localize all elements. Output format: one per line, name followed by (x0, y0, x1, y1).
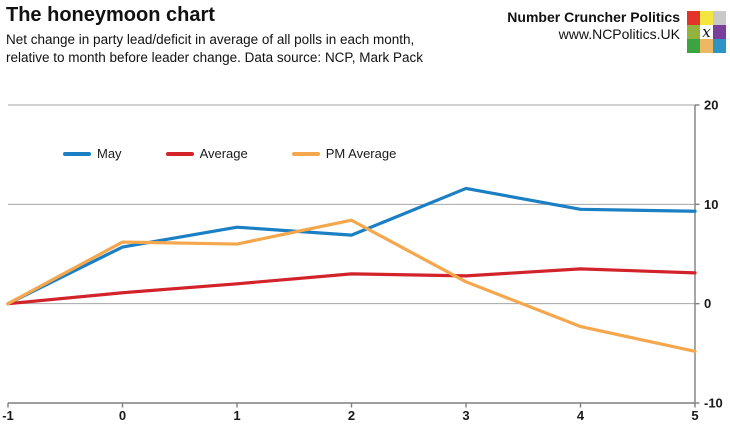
brand-url[interactable]: www.NCPolitics.UK (558, 26, 680, 42)
series-line-may (6, 186, 697, 306)
page-title: The honeymoon chart (6, 4, 215, 26)
series-line-average (6, 267, 697, 306)
legend-swatch (291, 151, 320, 156)
legend-item-average: Average (165, 146, 248, 161)
ncp-logo-cell (687, 39, 700, 53)
series-line-pm-average (6, 218, 697, 353)
x-tick-label: 3 (462, 408, 469, 423)
legend-swatch (63, 151, 91, 156)
legend-swatch (165, 151, 194, 156)
x-tick-label: 0 (119, 408, 126, 423)
y-tick-label: 0 (704, 296, 711, 311)
legend-label: Average (199, 146, 248, 161)
ncp-logo-x-glyph: x (702, 23, 711, 41)
legend-label: May (97, 146, 122, 161)
x-tick-label: 4 (577, 408, 585, 423)
x-tick-label: 5 (691, 408, 698, 423)
y-tick-label: 10 (704, 197, 718, 212)
x-tick-label: 1 (233, 408, 240, 423)
ncp-logo-cell (713, 25, 726, 39)
ncp-logo-cell (713, 39, 726, 53)
y-tick-label: -10 (704, 396, 723, 411)
x-tick-label: -1 (2, 408, 14, 423)
ncp-logo: x (687, 11, 726, 53)
ncp-logo-cell (700, 39, 713, 53)
chart-subtitle-line1: Net change in party lead/deficit in aver… (6, 32, 415, 47)
chart-legend: May Average PM Average (63, 146, 396, 161)
ncp-logo-cell (700, 11, 713, 25)
brand-name: Number Cruncher Politics (507, 9, 680, 25)
ncp-logo-cell (713, 11, 726, 25)
y-tick-label: 20 (704, 98, 718, 113)
chart-subtitle-line2: relative to month before leader change. … (6, 50, 423, 65)
x-tick-label: 2 (348, 408, 355, 423)
brand-block: Number Cruncher Politics www.NCPolitics.… (507, 9, 680, 43)
ncp-logo-cell: x (700, 23, 713, 41)
legend-item-pm-average: PM Average (291, 146, 397, 161)
legend-label: PM Average (325, 146, 397, 161)
legend-item-may: May (63, 146, 122, 161)
ncp-logo-cell (687, 11, 700, 25)
ncp-logo-cell (687, 25, 700, 39)
